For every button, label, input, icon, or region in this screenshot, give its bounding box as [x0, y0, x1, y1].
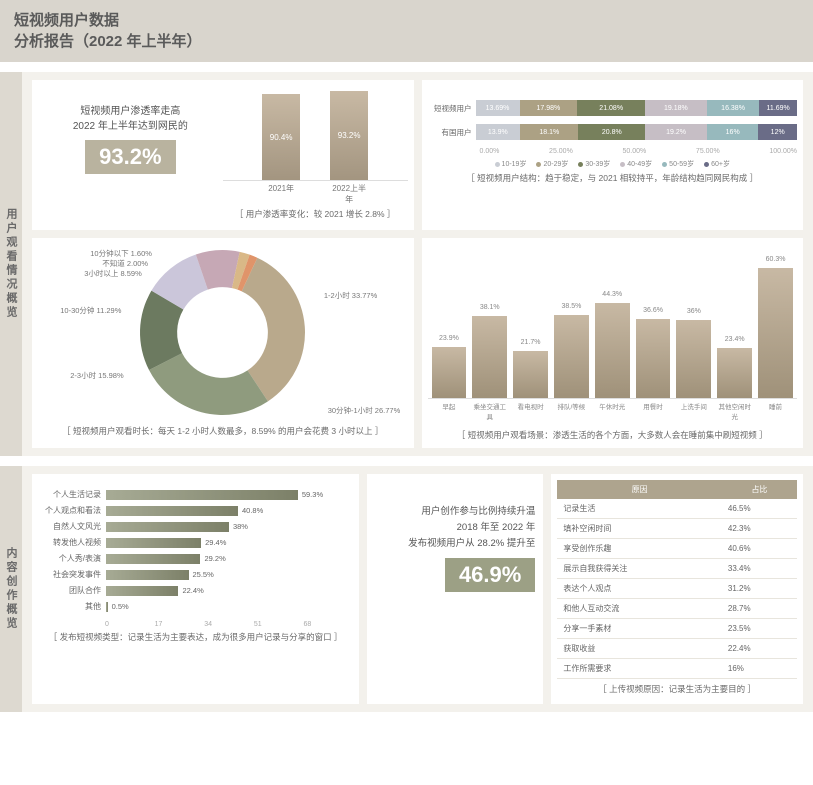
table-row: 享受创作乐趣40.6%: [557, 539, 797, 559]
scene-bar: 36%: [676, 320, 711, 398]
participation-card: 用户创作参与比例持续升温 2018 年至 2022 年 发布视频用户从 28.2…: [367, 474, 543, 704]
scene-bar: 23.4%: [717, 348, 752, 398]
scene-bar: 21.7%: [513, 351, 548, 398]
penetration-bars: 90.4% 93.2%: [223, 86, 408, 181]
table-row: 分享一手素材23.5%: [557, 619, 797, 639]
scene-card: 23.9%38.1%21.7%38.5%44.3%36.6%36%23.4%60…: [422, 238, 804, 448]
table-header: 原因: [557, 480, 722, 499]
scene-bar: 60.3%: [758, 268, 793, 398]
section-label-1: 用户观看情况概览: [0, 72, 22, 456]
scene-bar: 44.3%: [595, 303, 630, 398]
structure-legend: 10-19岁20-29岁30-39岁40-49岁50-59岁60+岁: [428, 159, 798, 169]
publish-hbars: 个人生活记录59.3% 个人观点和看法40.8% 自然人文风光38% 转发他人视频29…: [38, 480, 353, 621]
table-row: 和他人互动交流28.7%: [557, 599, 797, 619]
publish-row: 自然人文风光38%: [44, 521, 347, 532]
publish-caption: ［ 发布短视频类型：记录生活为主要表达，成为很多用户记录与分享的窗口 ］: [38, 631, 353, 643]
reason-card: 原因占比记录生活46.5%填补空闲时间42.3%享受创作乐趣40.6%展示自我获…: [551, 474, 803, 704]
publish-row: 个人生活记录59.3%: [44, 489, 347, 500]
title-line1: 短视频用户数据: [14, 10, 799, 31]
duration-caption: ［ 短视频用户观看时长：每天 1-2 小时人数最多，8.59% 的用户会花费 3…: [38, 425, 408, 437]
table-row: 填补空闲时间42.3%: [557, 519, 797, 539]
table-row: 工作所需要求16%: [557, 659, 797, 679]
pen-bar: 93.2%: [330, 91, 368, 180]
table-header: 占比: [722, 480, 797, 499]
report-header: 短视频用户数据 分析报告（2022 年上半年）: [0, 0, 813, 62]
pen-value: 93.2%: [85, 140, 175, 174]
table-row: 获取收益22.4%: [557, 639, 797, 659]
table-row: 展示自我获得关注33.4%: [557, 559, 797, 579]
structure-caption: ［ 短视频用户结构：趋于稳定，与 2021 相较持平，年龄结构趋同网民构成 ］: [428, 172, 798, 184]
publish-row: 其他0.5%: [44, 601, 347, 612]
table-row: 记录生活46.5%: [557, 499, 797, 519]
scene-caption: ［ 短视频用户观看场景：渗透生活的各个方面，大多数人会在睡前集中刷短视频 ］: [428, 429, 798, 441]
section-creation: 内容创作概览 个人生活记录59.3% 个人观点和看法40.8% 自然人文风光38% 转…: [0, 466, 813, 712]
structure-row: 短视频用户13.69%17.98%21.08%19.18%16.38%11.69…: [428, 100, 798, 116]
duration-donut: 10分钟以下 1.60% 不知道 2.00% 3小时以上 8.59% 10-30…: [140, 250, 305, 415]
scene-bars: 23.9%38.1%21.7%38.5%44.3%36.6%36%23.4%60…: [428, 259, 798, 399]
publish-row: 个人观点和看法40.8%: [44, 505, 347, 516]
scene-bar: 38.1%: [472, 316, 507, 398]
publish-row: 团队合作22.4%: [44, 585, 347, 596]
participation-value: 46.9%: [445, 558, 535, 592]
publish-row: 转发他人视频29.4%: [44, 537, 347, 548]
reason-caption: ［ 上传视频原因：记录生活为主要目的 ］: [557, 683, 797, 695]
publish-type-card: 个人生活记录59.3% 个人观点和看法40.8% 自然人文风光38% 转发他人视频29…: [32, 474, 359, 704]
section-label-2: 内容创作概览: [0, 466, 22, 712]
scene-bar: 36.6%: [636, 319, 671, 398]
scene-bar: 38.5%: [554, 315, 589, 398]
duration-card: 10分钟以下 1.60% 不知道 2.00% 3小时以上 8.59% 10-30…: [32, 238, 414, 448]
structure-card: 短视频用户13.69%17.98%21.08%19.18%16.38%11.69…: [422, 80, 804, 230]
publish-row: 社会突发事件25.5%: [44, 569, 347, 580]
structure-row: 有国用户13.9%18.1%20.8%19.2%16%12%: [428, 124, 798, 140]
pen-bar: 90.4%: [262, 94, 300, 180]
publish-row: 个人秀/表演29.2%: [44, 553, 347, 564]
section-viewing: 用户观看情况概览 短视频用户渗透率走高 2022 年上半年达到网民的 93.2%…: [0, 72, 813, 456]
title-line2: 分析报告（2022 年上半年）: [14, 31, 799, 52]
penetration-card: 短视频用户渗透率走高 2022 年上半年达到网民的 93.2% 90.4% 93.…: [32, 80, 414, 230]
reason-table: 原因占比记录生活46.5%填补空闲时间42.3%享受创作乐趣40.6%展示自我获…: [557, 480, 797, 679]
pen-caption: ［ 用户渗透率变化：较 2021 增长 2.8% ］: [223, 208, 408, 220]
table-row: 表达个人观点31.2%: [557, 579, 797, 599]
pen-text2: 2022 年上半年达到网民的: [38, 119, 223, 134]
pen-text1: 短视频用户渗透率走高: [38, 104, 223, 119]
scene-bar: 23.9%: [432, 347, 467, 398]
